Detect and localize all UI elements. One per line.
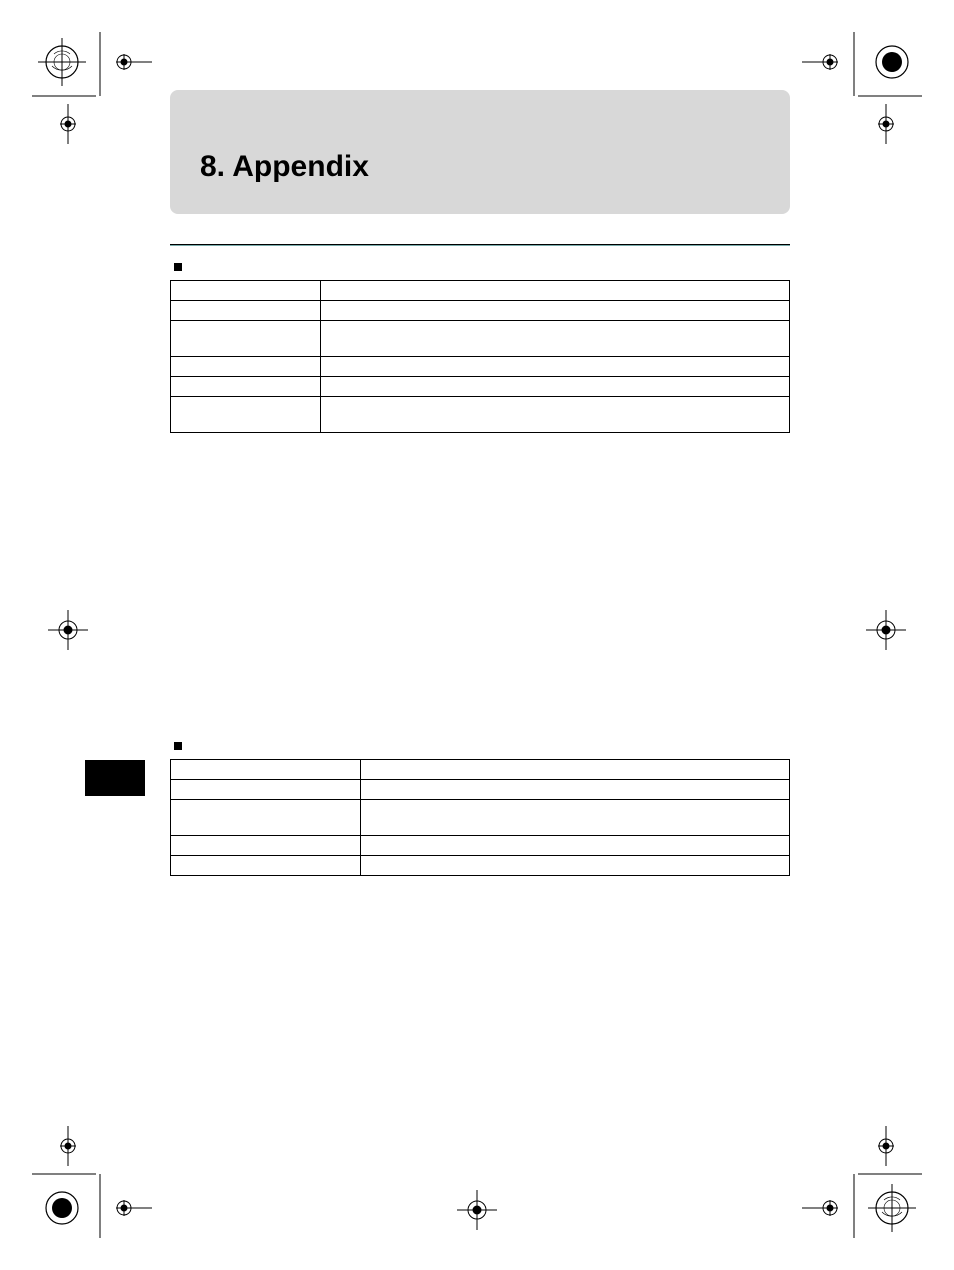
spec-label [171, 301, 321, 321]
spec-label [171, 800, 361, 836]
spec-table-2 [170, 759, 790, 876]
section1-heading [174, 260, 790, 274]
table-row [171, 397, 790, 433]
table-row [171, 836, 790, 856]
spec-value [321, 357, 790, 377]
bullet-icon [174, 742, 182, 750]
spec-label [171, 397, 321, 433]
section-rule-1 [170, 244, 790, 246]
spec-label [171, 856, 361, 876]
spec-label [171, 357, 321, 377]
cropmark-bottom-right [802, 1118, 922, 1238]
section2-heading [174, 739, 790, 753]
spec-label [171, 760, 361, 780]
spec-value [361, 780, 790, 800]
cropmark-mid-right [856, 600, 916, 660]
table-row [171, 800, 790, 836]
table-row [171, 760, 790, 780]
cropmark-mid-bottom [447, 1180, 507, 1240]
spec-label [171, 321, 321, 357]
spec-value [361, 856, 790, 876]
spec-label [171, 836, 361, 856]
spec-label [171, 377, 321, 397]
table-row [171, 281, 790, 301]
spec-value [321, 281, 790, 301]
spec-value [321, 301, 790, 321]
spec-value [321, 321, 790, 357]
spec-value [361, 836, 790, 856]
chapter-tab [85, 760, 145, 796]
cropmark-mid-left [38, 600, 98, 660]
cropmark-top-left [32, 32, 152, 152]
spec-value [321, 397, 790, 433]
table-row [171, 301, 790, 321]
cropmark-top-right [802, 32, 922, 152]
spec-label [171, 780, 361, 800]
chapter-title: 8. Appendix [200, 150, 770, 184]
cropmark-bottom-left [32, 1118, 152, 1238]
spec-value [321, 377, 790, 397]
chapter-title-block: 8. Appendix [170, 90, 790, 214]
table-row [171, 780, 790, 800]
table-row [171, 377, 790, 397]
page-content: 8. Appendix [170, 90, 790, 882]
table-row [171, 321, 790, 357]
spec-table-1 [170, 280, 790, 433]
spec-label [171, 281, 321, 301]
spec-value [361, 760, 790, 780]
table-row [171, 357, 790, 377]
spec-value [361, 800, 790, 836]
table-row [171, 856, 790, 876]
bullet-icon [174, 263, 182, 271]
